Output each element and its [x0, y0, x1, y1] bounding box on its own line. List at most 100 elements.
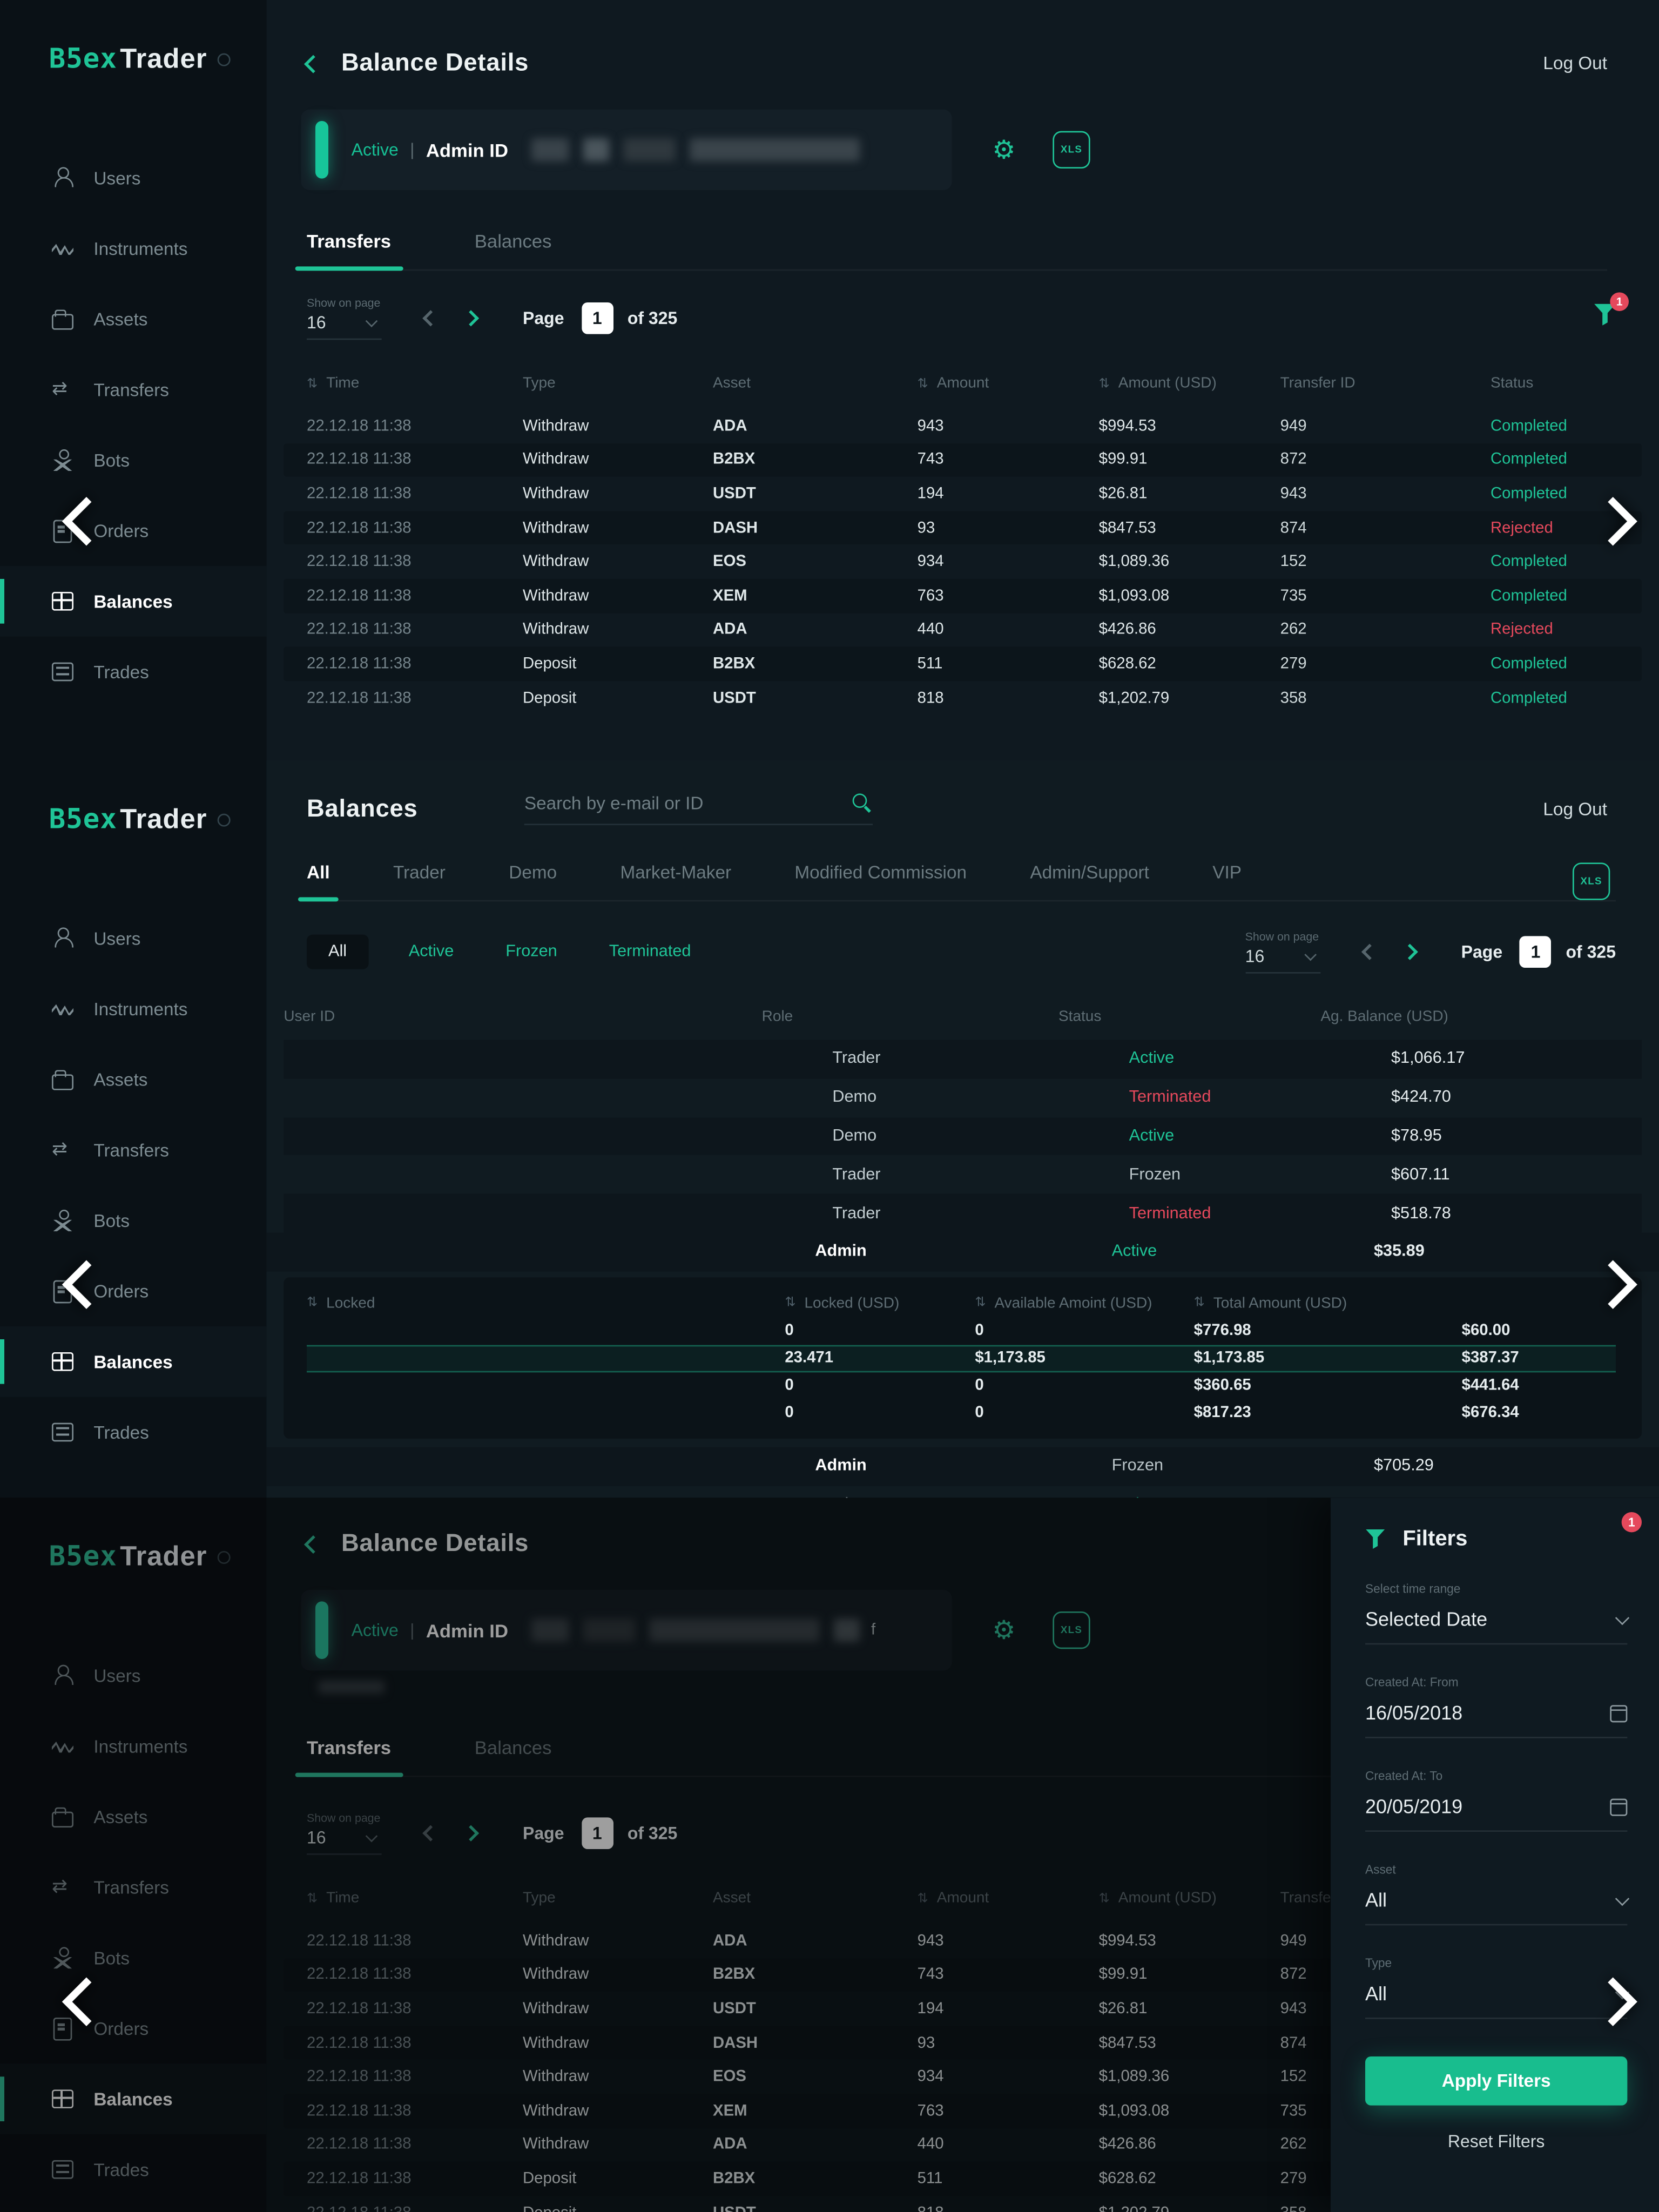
column-header[interactable]: Amount — [918, 374, 1099, 392]
table-row[interactable]: 22.12.18 11:38 Withdraw ADA 943 $994.53 … — [284, 409, 1642, 443]
column-header[interactable]: Status — [1058, 1008, 1102, 1026]
column-header[interactable]: Time — [307, 1890, 523, 1907]
reset-filters-button[interactable]: Reset Filters — [1447, 2131, 1545, 2152]
search-input[interactable] — [524, 793, 852, 813]
sidebar-item[interactable]: Trades — [0, 2134, 266, 2205]
page-size-select[interactable]: 16 — [307, 1825, 382, 1855]
page-number[interactable]: 1 — [1520, 936, 1552, 968]
role-tab[interactable]: Demo — [509, 862, 557, 883]
table-row[interactable]: 22.12.18 11:38 Deposit B2BX 511 $628.62 … — [284, 646, 1642, 681]
table-row[interactable]: 22.12.18 11:38 Withdraw ADA 440 $426.86 … — [284, 2128, 1642, 2162]
table-row[interactable]: 22.12.18 11:38 Deposit USDT 818 $1,202.7… — [284, 2196, 1642, 2212]
tab[interactable]: Transfers — [295, 231, 402, 271]
column-header[interactable]: Asset — [713, 374, 751, 392]
column-header[interactable]: Role — [761, 1008, 793, 1026]
sidebar-item[interactable]: Bots — [0, 1923, 266, 1993]
sidebar-item[interactable]: Bots — [0, 425, 266, 496]
next-page-icon[interactable] — [462, 310, 480, 327]
expanded-admin-row[interactable]: Admin Active $35.89 — [266, 1232, 1659, 1272]
status-chip[interactable]: Terminated — [609, 943, 691, 961]
column-header[interactable]: Transfer ID — [1280, 374, 1355, 392]
column-header[interactable]: Status — [1491, 374, 1534, 392]
page-number[interactable]: 1 — [581, 302, 613, 334]
table-row[interactable]: 22.12.18 11:38 Deposit USDT 818 $1,202.7… — [284, 681, 1642, 715]
column-header[interactable]: Amount — [918, 1890, 1099, 1907]
table-row[interactable]: 22.12.18 11:38 Withdraw B2BX 743 $99.91 … — [284, 443, 1642, 477]
filter-field[interactable]: Type All — [1365, 1955, 1630, 2019]
sidebar-item[interactable]: Balances — [0, 2063, 267, 2134]
filter-field[interactable]: Asset All — [1365, 1862, 1630, 1926]
sidebar-item[interactable]: Orders — [0, 1993, 266, 2064]
role-tab[interactable]: VIP — [1212, 862, 1242, 883]
filter-field[interactable]: Created At: To 20/05/2019 — [1365, 1769, 1628, 1832]
sidebar-item[interactable]: Bots — [0, 1185, 266, 1256]
page-size-select[interactable]: 16 — [1245, 943, 1320, 974]
sub-table-row[interactable]: 0 0 $817.23 $676.34 — [307, 1399, 1616, 1427]
brand-logo[interactable]: B5ex Trader — [0, 1498, 266, 1574]
sub-table-row[interactable]: 23.471 $1,173.85 $1,173.85 $387.37 — [307, 1345, 1616, 1372]
sidebar-item[interactable]: Instruments — [0, 213, 266, 284]
sidebar-item[interactable]: Transfers — [0, 354, 266, 425]
sidebar-item[interactable]: Users — [0, 143, 266, 213]
sidebar-item[interactable]: Balances — [0, 1326, 267, 1397]
sub-table-row[interactable]: 0 0 $360.65 $441.64 — [307, 1372, 1616, 1400]
table-row[interactable]: Trader Terminated $518.78 — [284, 1194, 1642, 1233]
next-page-icon[interactable] — [1401, 943, 1418, 960]
page-number[interactable]: 1 — [581, 1817, 613, 1849]
column-header[interactable]: Type — [523, 374, 556, 392]
column-header[interactable]: Type — [523, 1889, 556, 1907]
sidebar-item[interactable]: Transfers — [0, 1115, 266, 1185]
sidebar-item[interactable]: Balances — [0, 566, 267, 637]
xls-export-icon[interactable]: XLS — [1573, 862, 1610, 900]
table-row[interactable]: Admin Frozen $705.29 — [266, 1447, 1659, 1486]
filter-field[interactable]: Created At: From 16/05/2018 — [1365, 1675, 1628, 1738]
table-row[interactable]: 22.12.18 11:38 Withdraw DASH 93 $847.53 … — [284, 511, 1642, 545]
role-tab[interactable]: Modified Commission — [794, 862, 967, 883]
tab[interactable]: Balances — [474, 1737, 552, 1758]
column-header[interactable]: Locked — [307, 1294, 785, 1312]
table-row[interactable]: 22.12.18 11:38 Withdraw USDT 194 $26.81 … — [284, 1992, 1642, 2026]
back-button[interactable] — [304, 1534, 322, 1553]
brand-logo[interactable]: B5ex Trader — [0, 760, 266, 837]
search-icon[interactable] — [851, 792, 873, 814]
table-row-partial[interactable]: Trader Active — [266, 1486, 1659, 1498]
role-tab[interactable]: Admin/Support — [1030, 862, 1149, 883]
sidebar-item[interactable]: Users — [0, 903, 266, 974]
brand-logo[interactable]: B5ex Trader — [0, 0, 266, 76]
prev-page-icon[interactable] — [1360, 943, 1378, 960]
gear-icon[interactable] — [992, 1616, 1021, 1644]
table-row[interactable]: Trader Frozen $607.11 — [284, 1156, 1642, 1194]
status-chip[interactable]: Active — [408, 943, 454, 961]
status-chip[interactable]: All — [307, 934, 369, 969]
page-size-select[interactable]: 16 — [307, 309, 382, 340]
table-row[interactable]: Trader Active $1,066.17 — [284, 1040, 1642, 1078]
prev-page-icon[interactable] — [422, 1825, 439, 1842]
filter-button[interactable]: 1 — [1594, 292, 1629, 333]
table-row[interactable]: 22.12.18 11:38 Withdraw USDT 194 $26.81 … — [284, 477, 1642, 511]
table-row[interactable]: 22.12.18 11:38 Withdraw EOS 934 $1,089.3… — [284, 545, 1642, 579]
tab[interactable]: Balances — [474, 230, 552, 252]
next-page-icon[interactable] — [462, 1825, 480, 1842]
column-header[interactable]: Amount (USD) — [1099, 1890, 1280, 1907]
sidebar-item[interactable]: Instruments — [0, 974, 266, 1044]
sidebar-item[interactable]: Trades — [0, 1397, 266, 1468]
logout-link[interactable]: Log Out — [1543, 53, 1607, 73]
role-tab[interactable]: All — [298, 862, 339, 902]
sidebar-item[interactable]: Trades — [0, 637, 266, 707]
sidebar-item[interactable]: Assets — [0, 284, 266, 354]
gear-icon[interactable] — [992, 136, 1021, 164]
tab[interactable]: Transfers — [295, 1737, 402, 1777]
column-header[interactable]: User ID — [284, 1008, 335, 1026]
sidebar-item[interactable]: Assets — [0, 1044, 266, 1115]
table-row[interactable]: 22.12.18 11:38 Withdraw ADA 440 $426.86 … — [284, 613, 1642, 647]
sidebar-item[interactable]: Users — [0, 1640, 266, 1711]
column-header[interactable]: Time — [307, 374, 523, 392]
sidebar-item[interactable]: Orders — [0, 1256, 266, 1326]
table-row[interactable]: 22.12.18 11:38 Withdraw XEM 763 $1,093.0… — [284, 578, 1642, 613]
sidebar-item[interactable]: Transfers — [0, 1852, 266, 1923]
table-row[interactable]: Demo Active $78.95 — [284, 1117, 1642, 1156]
table-row[interactable]: 22.12.18 11:38 Withdraw EOS 934 $1,089.3… — [284, 2060, 1642, 2094]
back-button[interactable] — [304, 54, 322, 73]
role-tab[interactable]: Market-Maker — [620, 862, 732, 883]
column-header[interactable]: Available Amoint (USD) — [975, 1294, 1193, 1312]
